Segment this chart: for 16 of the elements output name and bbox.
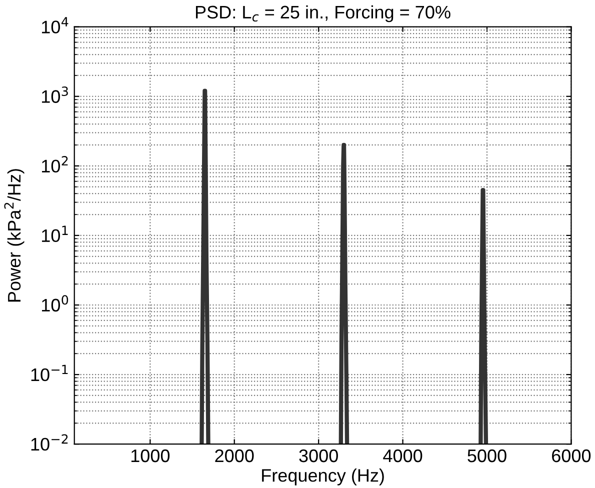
x-tick-label: 4000 bbox=[383, 449, 422, 462]
chart-title: PSD: L$_{c}$ = 25 in., Forcing = 70% bbox=[196, 5, 450, 22]
x-tick-label: 5000 bbox=[468, 449, 506, 462]
y-tick-label: 10$^{−1}$ bbox=[31, 364, 68, 382]
y-tick-label: 10$^{1}$ bbox=[42, 226, 68, 242]
x-axis-title: Frequency (Hz) bbox=[262, 468, 384, 486]
x-tick-label: 3000 bbox=[299, 449, 338, 462]
x-tick-label: 6000 bbox=[552, 449, 591, 462]
y-tick-label: 10$^{4}$ bbox=[42, 17, 68, 34]
x-tick-label: 2000 bbox=[215, 449, 254, 462]
y-tick-label: 10$^{2}$ bbox=[42, 156, 68, 172]
x-tick-label: 1000 bbox=[131, 449, 170, 462]
y-tick-label: 10$^{3}$ bbox=[42, 86, 68, 103]
y-tick-label: 10$^{−2}$ bbox=[31, 434, 68, 451]
y-tick-label: 10$^{0}$ bbox=[42, 295, 68, 312]
y-axis-title: Power (kPa$^{2}$/Hz) bbox=[4, 169, 24, 302]
